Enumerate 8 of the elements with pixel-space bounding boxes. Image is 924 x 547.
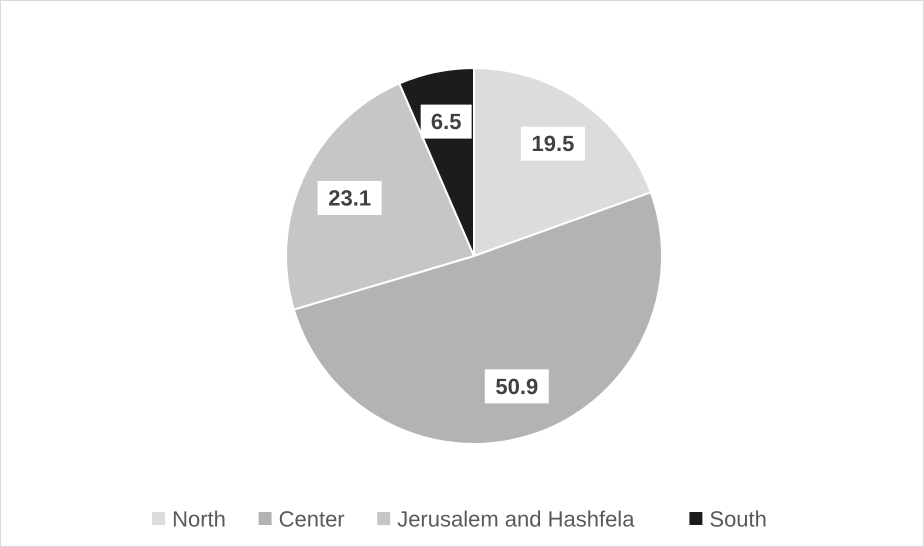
data-label: 23.1 — [328, 185, 372, 210]
legend-label: Center — [278, 506, 345, 532]
legend-label: North — [172, 506, 226, 532]
legend-label: South — [709, 506, 767, 532]
legend-label: Jerusalem and Hashfela — [397, 506, 636, 532]
data-label: 6.5 — [430, 109, 462, 134]
data-label: 50.9 — [495, 374, 538, 399]
data-label: 19.5 — [532, 131, 574, 156]
